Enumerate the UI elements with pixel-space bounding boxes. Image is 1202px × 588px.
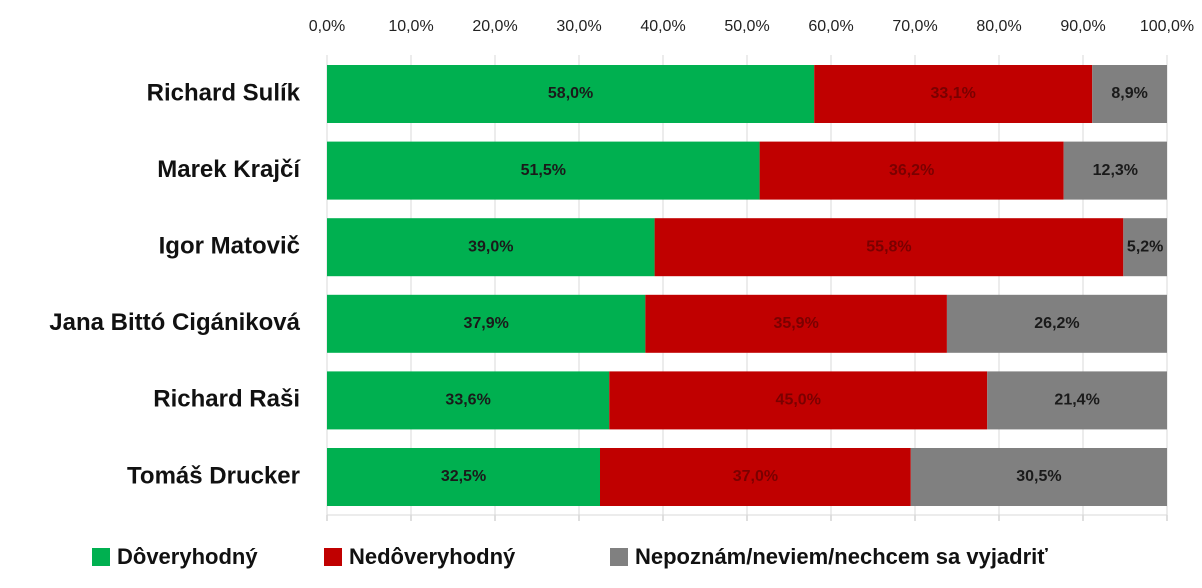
bar-segment [987, 371, 1167, 430]
x-tick-label: 50,0% [724, 18, 769, 35]
value-label: 32,5% [441, 468, 486, 485]
x-tick-label: 20,0% [472, 18, 517, 35]
value-label: 33,1% [931, 85, 976, 102]
x-tick-label: 0,0% [309, 18, 345, 35]
bar-segment [327, 218, 655, 277]
value-label: 5,2% [1127, 238, 1163, 255]
category-label: Jana Bittó Cigániková [49, 309, 300, 336]
category-label: Richard Sulík [147, 79, 301, 106]
value-label: 35,9% [773, 315, 818, 332]
value-label: 51,5% [521, 162, 566, 179]
category-label: Tomáš Drucker [127, 462, 300, 489]
category-label: Richard Raši [153, 386, 300, 413]
category-label: Marek Krajčí [157, 156, 301, 183]
legend-label: Nepoznám/neviem/nechcem sa vyjadriť [635, 544, 1048, 569]
value-label: 55,8% [866, 238, 911, 255]
bar-segment [1123, 218, 1167, 277]
x-tick-label: 70,0% [892, 18, 937, 35]
x-tick-label: 10,0% [388, 18, 433, 35]
bar-segment [946, 294, 1167, 353]
x-tick-label: 80,0% [976, 18, 1021, 35]
value-label: 37,0% [733, 468, 778, 485]
category-label: Igor Matovič [159, 233, 300, 260]
value-label: 45,0% [776, 392, 821, 409]
value-label: 21,4% [1054, 392, 1099, 409]
bar-segment [327, 294, 646, 353]
value-label: 39,0% [468, 238, 513, 255]
value-label: 36,2% [889, 162, 934, 179]
bar-segment [759, 141, 1064, 200]
bar-segment [327, 141, 760, 200]
bar-segment [600, 448, 911, 506]
bar-segment [327, 371, 610, 430]
x-tick-label: 60,0% [808, 18, 853, 35]
bar-segment [645, 294, 947, 353]
value-label: 30,5% [1016, 468, 1061, 485]
bar-segment [814, 65, 1093, 123]
value-label: 8,9% [1111, 85, 1147, 102]
legend-label: Nedôveryhodný [349, 544, 516, 569]
value-label: 12,3% [1093, 162, 1138, 179]
legend-swatch [610, 548, 628, 566]
bar-segment [327, 65, 815, 123]
value-label: 58,0% [548, 85, 593, 102]
x-tick-label: 30,0% [556, 18, 601, 35]
x-tick-label: 40,0% [640, 18, 685, 35]
value-label: 37,9% [463, 315, 508, 332]
value-label: 33,6% [445, 392, 490, 409]
x-tick-label: 100,0% [1140, 18, 1194, 35]
x-tick-label: 90,0% [1060, 18, 1105, 35]
bar-segment [609, 371, 988, 430]
bar-segment [910, 448, 1167, 506]
bar-segment [654, 218, 1124, 277]
bar-segment [1063, 141, 1167, 200]
legend-label: Dôveryhodný [117, 544, 258, 569]
legend-swatch [324, 548, 342, 566]
legend-swatch [92, 548, 110, 566]
bar-segment [327, 448, 600, 506]
value-label: 26,2% [1034, 315, 1079, 332]
bar-segment [1092, 65, 1167, 123]
